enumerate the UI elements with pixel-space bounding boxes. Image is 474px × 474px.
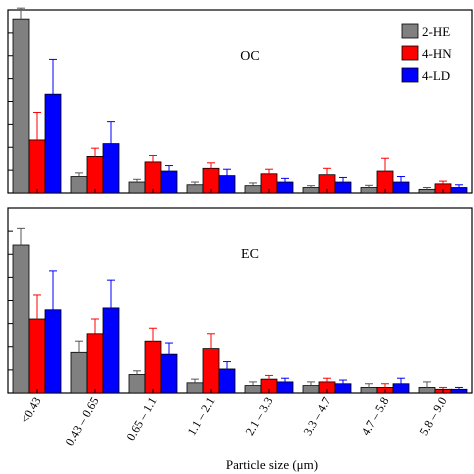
bar-oc-2-he-7 (418, 188, 436, 194)
panel-ec: EC (7, 207, 473, 394)
x-axis-title: Particle size (μm) (226, 457, 318, 472)
bar-ec-4-hn-3 (202, 348, 220, 394)
bar-oc-4-ld-3 (218, 175, 236, 194)
bar-oc-2-he-6 (360, 187, 378, 194)
bar-oc-4-ld-2 (160, 170, 178, 194)
bar-oc-2-he-1 (70, 176, 88, 194)
bar-oc-2-he-2 (128, 181, 146, 194)
legend-label-4-ld: 4-LD (422, 68, 450, 83)
bar-oc-4-ld-6 (392, 181, 410, 194)
bar-oc-4-ld-5 (334, 181, 352, 194)
legend-swatch-2-he (401, 23, 419, 39)
bar-oc-4-hn-2 (144, 161, 162, 194)
bar-ec-2-he-6 (360, 387, 378, 394)
bar-ec-4-ld-4 (276, 381, 294, 394)
bar-oc-4-ld-4 (276, 181, 294, 194)
bar-ec-4-ld-7 (450, 388, 468, 394)
bar-ec-4-ld-2 (160, 353, 178, 394)
legend-label-2-he: 2-HE (422, 24, 450, 39)
bar-ec-2-he-0 (12, 244, 30, 394)
bar-ec-2-he-5 (302, 385, 320, 394)
bar-oc-2-he-5 (302, 187, 320, 194)
panel-oc: OC (7, 7, 473, 194)
bar-ec-4-hn-2 (144, 340, 162, 394)
legend-swatch-4-hn (401, 45, 419, 61)
x-tick-labels: <0.43 0.43 – 0.65 0.65 – 1.1 1.1 – 2.1 2.1 –… (18, 395, 450, 449)
legend-swatch-4-ld (401, 67, 419, 83)
x-tick-label: 4.7 – 5.8 (358, 395, 391, 438)
chart-panels: OC EC (7, 7, 473, 394)
bar-oc-4-ld-1 (102, 143, 120, 194)
bar-oc-2-he-4 (244, 185, 262, 194)
bar-ec-4-ld-3 (218, 368, 236, 394)
x-tick-label: 0.43 – 0.65 (62, 395, 101, 449)
bar-ec-2-he-1 (70, 351, 88, 394)
legend-label-4-hn: 4-HN (422, 46, 452, 61)
x-tick-label: 1.1 – 2.1 (184, 395, 217, 438)
bar-oc-4-ld-7 (450, 187, 468, 194)
bar-oc-4-hn-1 (86, 155, 104, 194)
bar-oc-4-ld-0 (44, 93, 62, 194)
x-tick-label: <0.43 (18, 395, 44, 426)
x-tick-label: 2.1 – 3.3 (242, 395, 275, 438)
bar-oc-4-hn-0 (28, 139, 46, 194)
panel-label-ec: EC (241, 247, 259, 262)
bar-ec-4-hn-0 (28, 318, 46, 394)
bar-oc-2-he-3 (186, 184, 204, 194)
x-tick-label: 0.65 – 1.1 (123, 395, 159, 444)
bar-ec-2-he-2 (128, 374, 146, 394)
bar-ec-2-he-4 (244, 385, 262, 394)
x-tick-label: 3.3 – 4.7 (300, 395, 333, 438)
legend: 2-HE 4-HN 4-LD (401, 23, 452, 83)
panel-label-oc: OC (240, 49, 259, 64)
x-tick-label: 5.8 – 9.0 (416, 395, 449, 438)
bar-oc-2-he-0 (12, 18, 30, 194)
bar-ec-2-he-7 (418, 387, 436, 394)
bar-ec-4-ld-5 (334, 383, 352, 394)
bar-ec-4-ld-1 (102, 307, 120, 394)
bar-ec-4-ld-0 (44, 309, 62, 394)
bar-ec-2-he-3 (186, 382, 204, 394)
bar-ec-4-ld-6 (392, 383, 410, 394)
bar-ec-4-hn-1 (86, 333, 104, 394)
